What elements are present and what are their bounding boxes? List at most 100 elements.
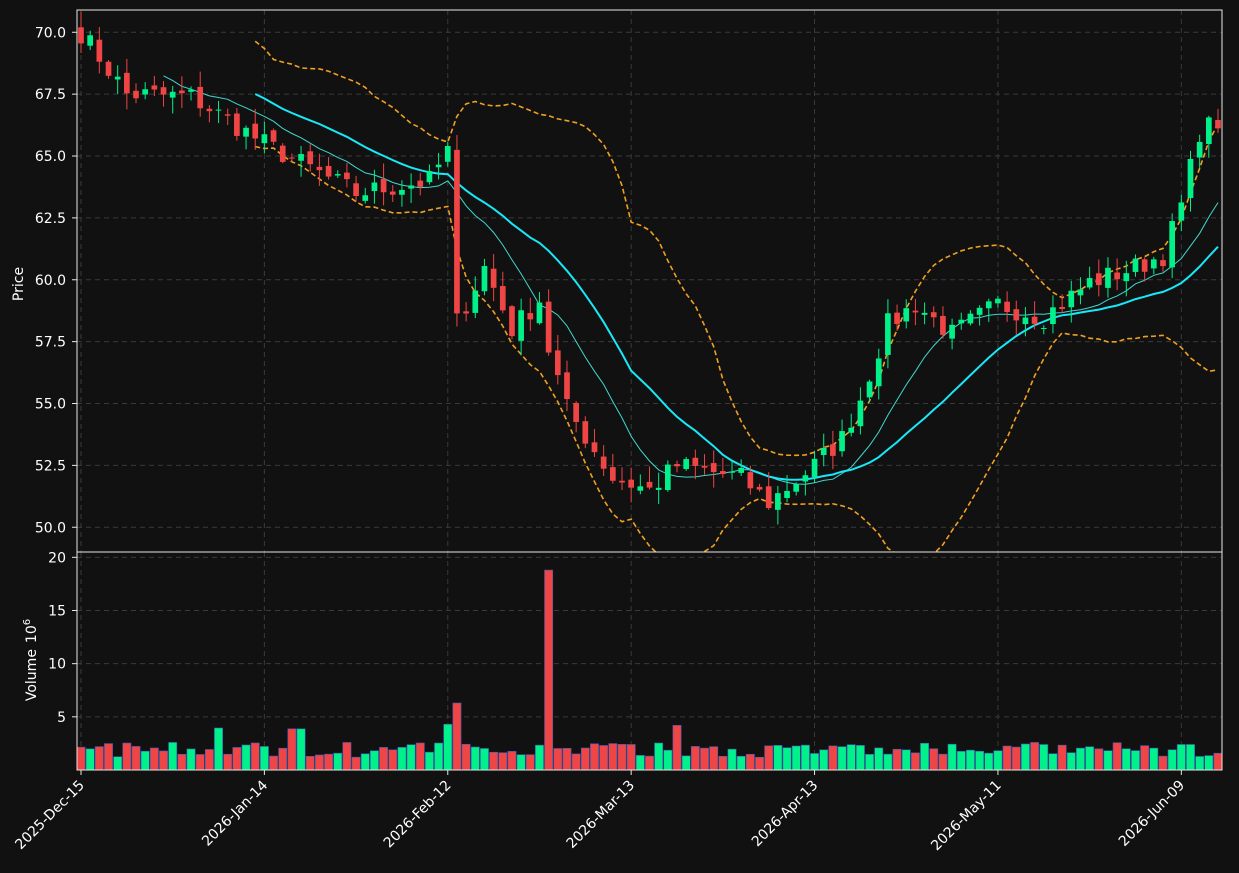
- candle: [692, 449, 699, 480]
- candle-body: [188, 89, 194, 92]
- candle-body: [215, 109, 222, 111]
- candle: [1040, 325, 1047, 335]
- candle-body: [802, 475, 809, 482]
- candle-body: [463, 311, 469, 314]
- candle: [664, 460, 671, 492]
- volume-bar: [1213, 752, 1223, 771]
- candle: [87, 30, 94, 51]
- candle-body: [811, 458, 818, 478]
- candle: [609, 453, 616, 484]
- candle-body: [1004, 301, 1010, 312]
- candle: [316, 153, 323, 186]
- volume-bar: [892, 748, 902, 771]
- candle-body: [1169, 221, 1175, 268]
- volume-bar: [800, 744, 810, 771]
- candle: [628, 467, 635, 503]
- candle-body: [1059, 307, 1065, 310]
- volume-bar: [910, 752, 920, 771]
- price-y-tick-label: 62.5: [35, 211, 66, 227]
- candle-body: [683, 459, 690, 470]
- volume-bar: [388, 749, 398, 771]
- candle: [215, 100, 222, 124]
- volume-bar: [690, 746, 700, 771]
- volume-bar: [1195, 756, 1205, 771]
- volume-y-tick-label: 20: [48, 550, 66, 566]
- candle: [1178, 194, 1185, 232]
- candle-body: [252, 123, 259, 139]
- candle: [564, 360, 570, 412]
- candle: [1105, 257, 1111, 298]
- volume-bar: [1204, 755, 1214, 771]
- candle: [1068, 280, 1075, 323]
- volume-bar: [672, 725, 682, 771]
- candle-body: [729, 471, 735, 473]
- volume-bar: [314, 754, 324, 771]
- volume-y-axis-label: Volume 106: [22, 619, 40, 701]
- candle: [243, 125, 249, 150]
- volume-y-ticks: 5 10 15 20: [48, 550, 77, 726]
- candle: [655, 472, 662, 505]
- candle: [114, 65, 121, 94]
- price-y-axis-label: Price: [11, 267, 27, 301]
- candle: [472, 276, 479, 319]
- candle-body: [114, 76, 121, 80]
- candle-body: [875, 358, 882, 387]
- volume-bar: [580, 747, 590, 771]
- candle: [710, 450, 717, 488]
- candle: [582, 416, 589, 449]
- candle: [1169, 213, 1175, 279]
- candle: [1187, 150, 1194, 212]
- candle-body: [1196, 141, 1203, 158]
- candle-body: [151, 85, 158, 90]
- candle: [600, 445, 607, 476]
- candle: [1123, 260, 1130, 297]
- volume-bar: [1140, 745, 1150, 771]
- candle: [940, 306, 946, 339]
- volume-bar: [1167, 749, 1177, 771]
- candle-body: [362, 195, 369, 201]
- volume-bar: [1131, 750, 1140, 771]
- candle: [793, 482, 800, 496]
- candle: [481, 258, 488, 296]
- candle-body: [234, 113, 240, 136]
- price-panel: 50.0 52.5 55.0 57.5 60.0 62.5 65.0 67.5 70.0 Pri…: [11, 9, 1223, 553]
- volume-bar: [617, 744, 627, 771]
- candle: [362, 187, 369, 204]
- candle-body: [1068, 290, 1075, 308]
- candle: [554, 334, 561, 385]
- candle-body: [472, 290, 479, 313]
- candle: [967, 310, 974, 326]
- bollinger-upper-line: [254, 40, 1219, 457]
- candle: [206, 105, 213, 123]
- candle-body: [820, 447, 827, 456]
- volume-bar: [635, 755, 645, 771]
- volume-bar: [342, 742, 352, 771]
- candle-body: [426, 171, 433, 183]
- volume-bar: [269, 755, 278, 771]
- candle-body: [289, 157, 295, 159]
- candle-body: [903, 308, 910, 322]
- candle-body: [206, 108, 213, 112]
- candle-body: [1077, 289, 1084, 296]
- price-y-tick-label: 55.0: [35, 397, 66, 413]
- volume-label-exp-base: 10: [24, 625, 40, 643]
- candle-body: [1215, 119, 1221, 129]
- volume-bar: [223, 753, 233, 771]
- candle: [738, 459, 745, 476]
- volume-bar: [663, 749, 673, 771]
- candle: [344, 163, 350, 188]
- candle: [958, 312, 965, 330]
- candle-body: [573, 402, 579, 422]
- candle-body: [179, 90, 185, 94]
- volume-bar: [1121, 748, 1131, 771]
- candle: [509, 304, 515, 340]
- candle: [307, 144, 314, 172]
- volume-bar: [828, 745, 838, 771]
- candle: [674, 460, 680, 473]
- moving-average-thick-line: [254, 93, 1219, 481]
- candle: [930, 306, 937, 328]
- candle-body: [124, 72, 130, 94]
- volume-bar: [956, 751, 966, 771]
- candle: [1196, 134, 1203, 169]
